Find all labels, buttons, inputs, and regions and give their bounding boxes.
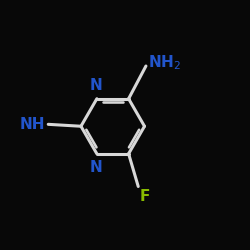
Text: N: N bbox=[90, 78, 102, 92]
Text: N: N bbox=[90, 160, 102, 175]
Text: F: F bbox=[139, 189, 149, 204]
Text: NH$_2$: NH$_2$ bbox=[148, 54, 181, 72]
Text: NH: NH bbox=[20, 117, 45, 132]
